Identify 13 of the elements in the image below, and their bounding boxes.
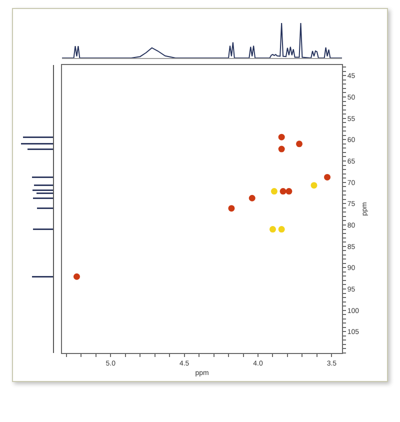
point: [269, 226, 276, 233]
point: [270, 188, 278, 195]
point: [278, 134, 285, 140]
point: [73, 273, 80, 280]
point: [310, 182, 318, 189]
point: [324, 174, 331, 180]
point: [296, 140, 303, 148]
point: [248, 194, 256, 202]
point: [278, 226, 285, 233]
point: [278, 146, 285, 152]
point: [286, 188, 292, 195]
point: [228, 205, 235, 212]
point: [280, 188, 286, 195]
